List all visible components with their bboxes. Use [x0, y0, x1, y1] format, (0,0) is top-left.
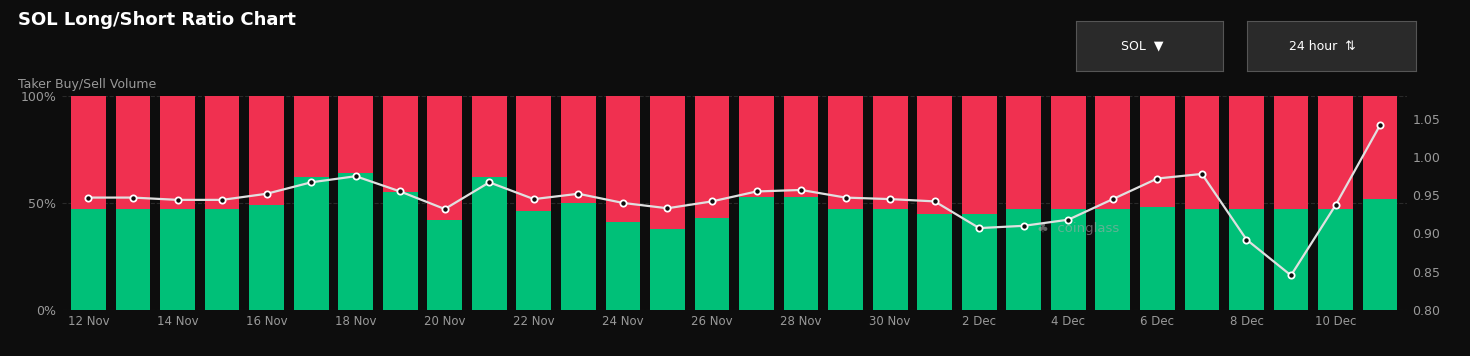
Bar [1273, 209, 1308, 310]
Bar [338, 96, 373, 173]
Bar [1229, 209, 1264, 310]
Bar [562, 96, 595, 203]
Bar [650, 229, 685, 310]
Bar [1007, 96, 1041, 209]
Bar [1185, 96, 1219, 209]
Bar [1141, 96, 1175, 207]
Bar [917, 214, 953, 310]
Bar [562, 203, 595, 310]
Bar [382, 192, 417, 310]
Bar [784, 197, 819, 310]
Bar [516, 211, 551, 310]
Bar [1185, 209, 1219, 310]
Bar [294, 96, 328, 177]
Bar [294, 177, 328, 310]
Bar [1363, 199, 1398, 310]
Bar [204, 209, 240, 310]
Bar [71, 209, 106, 310]
Bar [828, 209, 863, 310]
Text: SOL Long/Short Ratio Chart: SOL Long/Short Ratio Chart [18, 11, 295, 29]
Bar [472, 96, 507, 177]
Bar [516, 96, 551, 211]
Bar [71, 96, 106, 209]
Bar [1273, 96, 1308, 209]
Bar [160, 209, 196, 310]
Bar [160, 96, 196, 209]
Bar [739, 197, 773, 310]
Bar [606, 96, 641, 222]
Bar [116, 209, 150, 310]
Bar [961, 96, 997, 214]
Bar [428, 96, 462, 220]
Bar [250, 96, 284, 205]
Bar [917, 96, 953, 214]
Bar [784, 96, 819, 197]
Text: 24 hour  ⇅: 24 hour ⇅ [1289, 40, 1355, 53]
Bar [650, 96, 685, 229]
Bar [1141, 207, 1175, 310]
Bar [1363, 96, 1398, 199]
Bar [1051, 209, 1086, 310]
Bar [873, 96, 907, 209]
Bar [428, 220, 462, 310]
Bar [695, 96, 729, 218]
Bar [739, 96, 773, 197]
Text: SOL  ▼: SOL ▼ [1122, 40, 1163, 53]
Bar [828, 96, 863, 209]
Bar [1319, 209, 1352, 310]
Bar [606, 222, 641, 310]
Bar [1319, 96, 1352, 209]
Bar [472, 177, 507, 310]
Text: ♣  coinglass: ♣ coinglass [1036, 222, 1119, 235]
Text: Taker Buy/Sell Volume: Taker Buy/Sell Volume [18, 78, 156, 91]
Bar [1051, 96, 1086, 209]
Bar [382, 96, 417, 192]
Bar [250, 205, 284, 310]
Bar [1007, 209, 1041, 310]
Bar [1095, 96, 1130, 209]
Bar [338, 173, 373, 310]
Bar [873, 209, 907, 310]
Bar [695, 218, 729, 310]
Bar [1229, 96, 1264, 209]
Bar [961, 214, 997, 310]
Bar [116, 96, 150, 209]
Bar [1095, 209, 1130, 310]
Bar [204, 96, 240, 209]
